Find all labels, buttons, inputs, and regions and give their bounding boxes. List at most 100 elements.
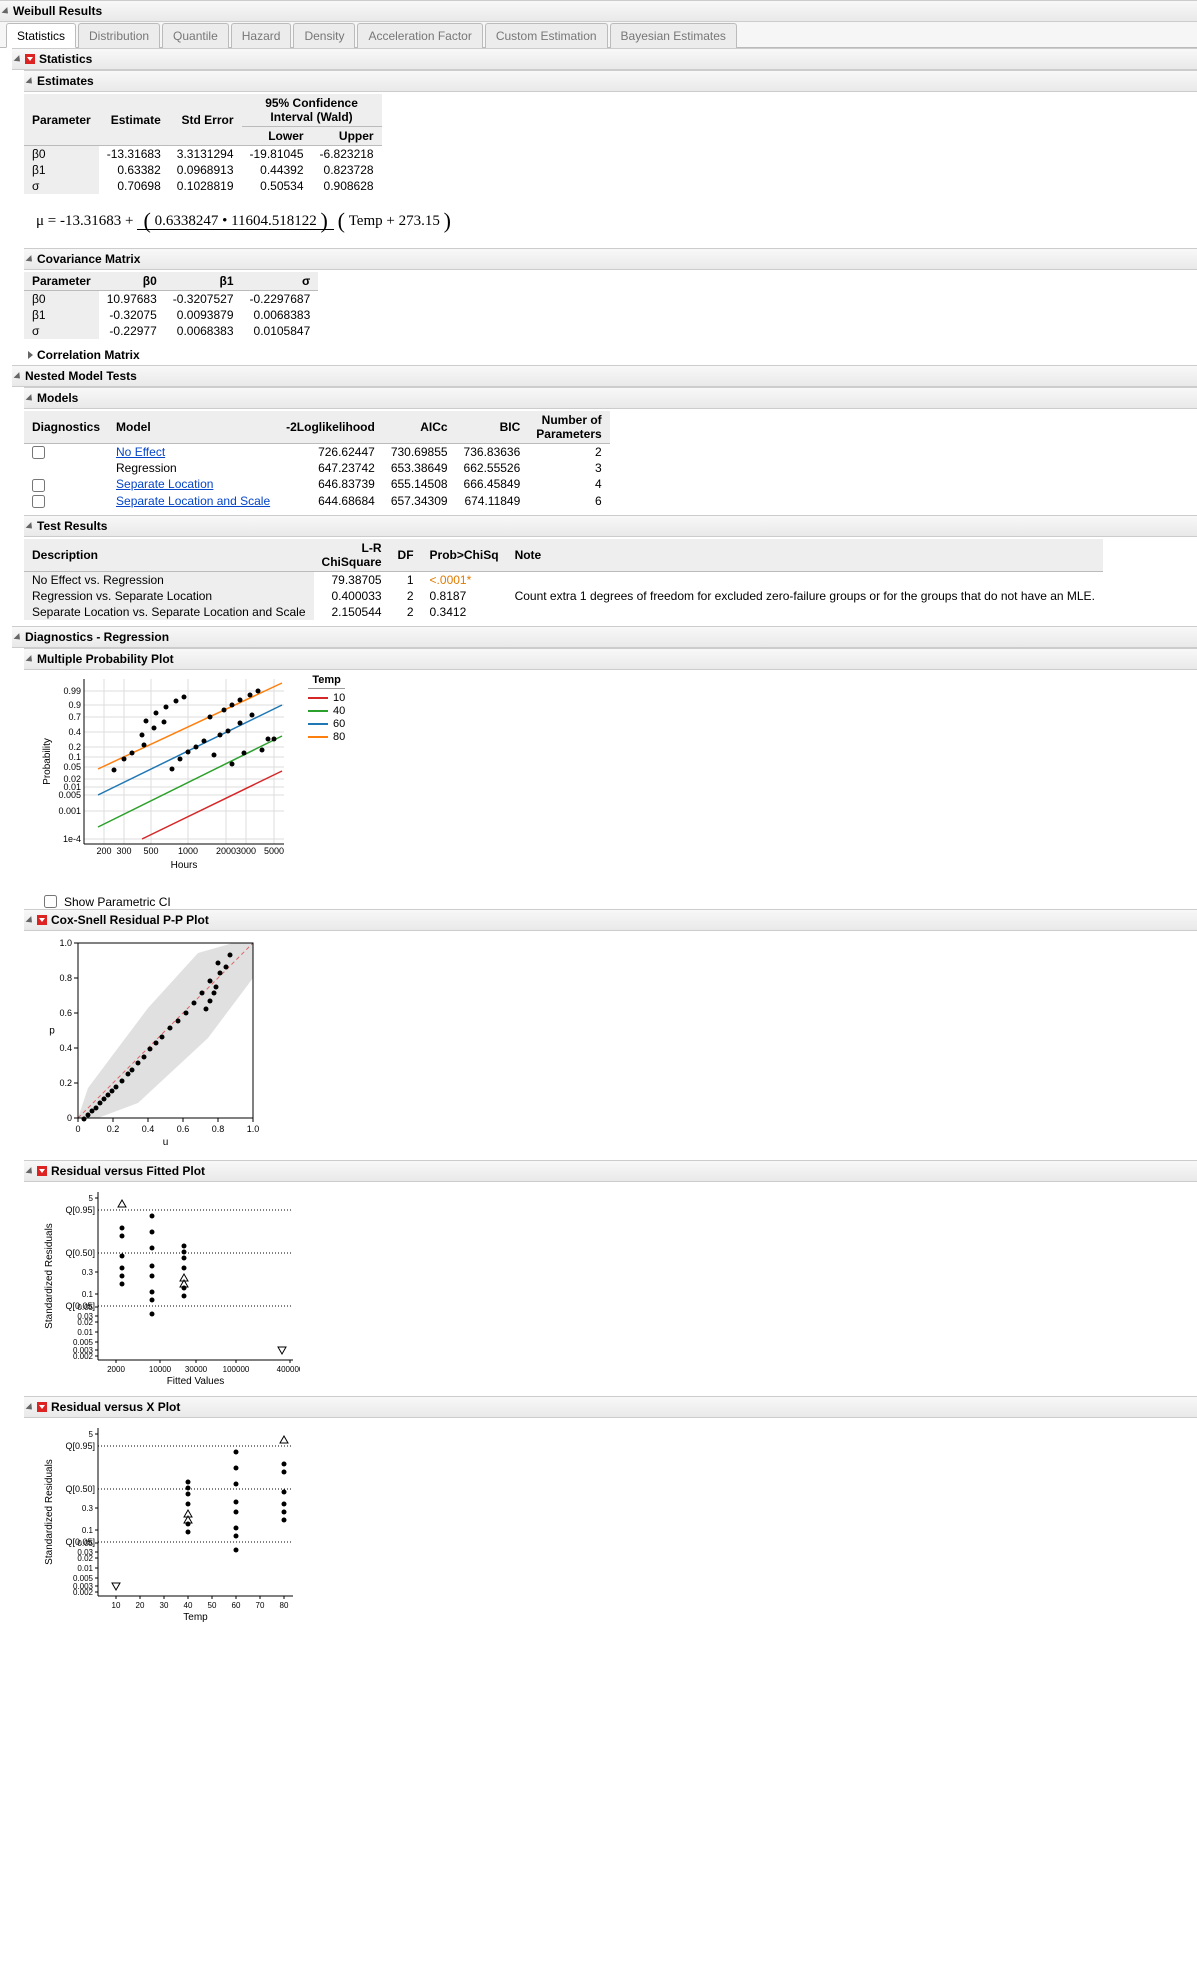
- tab-quantile[interactable]: Quantile: [162, 23, 229, 48]
- svg-text:20: 20: [136, 1601, 145, 1610]
- tab-density[interactable]: Density: [293, 23, 355, 48]
- svg-text:0.2: 0.2: [59, 1078, 72, 1088]
- nested-header[interactable]: Nested Model Tests: [12, 365, 1197, 387]
- model-link[interactable]: No Effect: [116, 445, 165, 459]
- correlation-header[interactable]: Correlation Matrix: [24, 345, 1197, 365]
- tab-distribution[interactable]: Distribution: [78, 23, 160, 48]
- disclose-icon: [26, 394, 35, 403]
- svg-text:0.3: 0.3: [82, 1504, 94, 1513]
- svg-text:0.005: 0.005: [73, 1338, 94, 1347]
- models-header[interactable]: Models: [24, 387, 1197, 409]
- tab-hazard[interactable]: Hazard: [231, 23, 292, 48]
- svg-text:0.03: 0.03: [77, 1312, 93, 1321]
- tab-statistics[interactable]: Statistics: [6, 23, 76, 48]
- disclose-icon: [26, 916, 35, 925]
- svg-text:40: 40: [184, 1601, 193, 1610]
- diagnostics-checkbox[interactable]: [32, 495, 45, 508]
- diagnostics-checkbox[interactable]: [32, 446, 45, 459]
- svg-text:u: u: [163, 1137, 169, 1148]
- svg-text:0.3: 0.3: [82, 1268, 94, 1277]
- svg-text:0.4: 0.4: [68, 727, 81, 737]
- svg-text:Q[0.95]: Q[0.95]: [65, 1205, 95, 1215]
- svg-text:300: 300: [116, 846, 131, 856]
- svg-text:0: 0: [75, 1124, 80, 1134]
- svg-text:200: 200: [96, 846, 111, 856]
- mult-prob-header[interactable]: Multiple Probability Plot: [24, 648, 1197, 670]
- covariance-table: Parameterβ0β1σβ010.97683-0.3207527-0.229…: [24, 272, 318, 339]
- svg-text:1000: 1000: [178, 846, 198, 856]
- disclose-icon: [26, 655, 35, 664]
- disclose-icon: [26, 522, 35, 531]
- svg-text:60: 60: [232, 1601, 241, 1610]
- hot-icon[interactable]: [37, 1166, 47, 1176]
- show-ci-label: Show Parametric CI: [64, 895, 171, 909]
- svg-text:500: 500: [143, 846, 158, 856]
- svg-text:5000: 5000: [264, 846, 284, 856]
- statistics-header[interactable]: Statistics: [12, 48, 1197, 70]
- svg-text:0.001: 0.001: [58, 806, 81, 816]
- section-title: Estimates: [37, 74, 94, 88]
- diagnostics-checkbox[interactable]: [32, 479, 45, 492]
- svg-text:Q[0.50]: Q[0.50]: [65, 1484, 95, 1494]
- svg-text:0.003: 0.003: [73, 1346, 94, 1355]
- svg-text:0.8: 0.8: [59, 973, 72, 983]
- model-link[interactable]: Separate Location and Scale: [116, 494, 270, 508]
- model-link[interactable]: Separate Location: [116, 477, 213, 491]
- test-results-table: DescriptionL-RChiSquareDFProb>ChiSqNoteN…: [24, 539, 1103, 620]
- svg-text:0.02: 0.02: [63, 774, 81, 784]
- hot-icon[interactable]: [37, 1402, 47, 1412]
- covariance-header[interactable]: Covariance Matrix: [24, 248, 1197, 270]
- svg-text:400000: 400000: [277, 1365, 300, 1374]
- disclose-icon: [26, 1167, 35, 1176]
- section-title: Residual versus Fitted Plot: [51, 1164, 205, 1178]
- estimates-header[interactable]: Estimates: [24, 70, 1197, 92]
- section-title: Cox-Snell Residual P-P Plot: [51, 913, 209, 927]
- svg-text:2000: 2000: [216, 846, 236, 856]
- hot-icon[interactable]: [37, 915, 47, 925]
- hot-icon[interactable]: [25, 54, 35, 64]
- svg-text:5: 5: [89, 1430, 94, 1439]
- svg-text:70: 70: [256, 1601, 265, 1610]
- svg-text:0.05: 0.05: [77, 1303, 93, 1312]
- svg-text:1e-4: 1e-4: [63, 834, 81, 844]
- svg-text:100000: 100000: [223, 1365, 250, 1374]
- diagnostics-header[interactable]: Diagnostics - Regression: [12, 626, 1197, 648]
- svg-text:p: p: [49, 1025, 55, 1036]
- resid-x-header[interactable]: Residual versus X Plot: [24, 1396, 1197, 1418]
- test-results-header[interactable]: Test Results: [24, 515, 1197, 537]
- disclose-icon: [26, 1403, 35, 1412]
- svg-text:50: 50: [208, 1601, 217, 1610]
- resid-fit-header[interactable]: Residual versus Fitted Plot: [24, 1160, 1197, 1182]
- section-title: Correlation Matrix: [37, 348, 140, 362]
- disclose-icon: [14, 372, 23, 381]
- svg-text:0.1: 0.1: [68, 752, 81, 762]
- svg-text:Standardized Residuals: Standardized Residuals: [44, 1459, 55, 1565]
- svg-text:0.1: 0.1: [82, 1526, 94, 1535]
- svg-text:0.005: 0.005: [73, 1574, 94, 1583]
- svg-text:0.003: 0.003: [73, 1582, 94, 1591]
- svg-text:0.99: 0.99: [63, 686, 81, 696]
- svg-text:Q[0.50]: Q[0.50]: [65, 1248, 95, 1258]
- svg-text:Q[0.95]: Q[0.95]: [65, 1441, 95, 1451]
- tab-bayesian-estimates[interactable]: Bayesian Estimates: [610, 23, 737, 48]
- svg-text:30: 30: [160, 1601, 169, 1610]
- svg-text:Temp: Temp: [183, 1612, 208, 1622]
- cox-snell-header[interactable]: Cox-Snell Residual P-P Plot: [24, 909, 1197, 931]
- svg-text:0.7: 0.7: [68, 712, 81, 722]
- section-title: Models: [37, 391, 78, 405]
- mult-prob-plot: 1e-40.0010.0050.010.020.050.10.20.40.70.…: [40, 674, 290, 879]
- resid-fit-plot: Q[0.05]Q[0.50]Q[0.95]0.0020.0030.0050.01…: [40, 1186, 300, 1386]
- svg-text:0.2: 0.2: [107, 1124, 120, 1134]
- models-table: DiagnosticsModel-2LoglikelihoodAICcBICNu…: [24, 411, 610, 509]
- disclose-icon: [26, 77, 35, 86]
- svg-text:10000: 10000: [149, 1365, 172, 1374]
- svg-text:0.4: 0.4: [142, 1124, 155, 1134]
- section-title: Statistics: [39, 52, 92, 66]
- tab-acceleration-factor[interactable]: Acceleration Factor: [357, 23, 482, 48]
- svg-text:3000: 3000: [236, 846, 256, 856]
- tab-custom-estimation[interactable]: Custom Estimation: [485, 23, 608, 48]
- pp-plot: 000.20.20.40.40.60.60.80.81.01.0up: [40, 935, 270, 1150]
- weibull-results-header[interactable]: Weibull Results: [0, 0, 1197, 22]
- tab-strip: StatisticsDistributionQuantileHazardDens…: [0, 22, 1197, 48]
- show-parametric-ci-checkbox[interactable]: [44, 895, 57, 908]
